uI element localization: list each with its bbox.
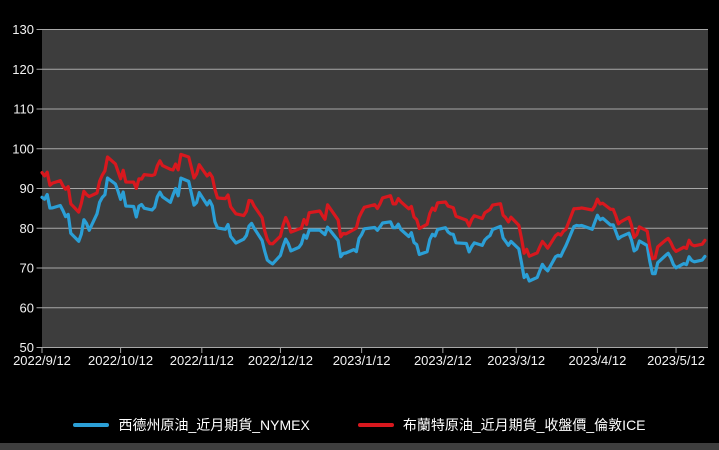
- y-axis-label: 120: [12, 62, 34, 77]
- y-axis-label: 70: [20, 261, 34, 276]
- x-axis-label: 2023/4/12: [569, 353, 627, 368]
- legend-label-brent: 布蘭特原油_近月期貨_收盤價_倫敦ICE: [402, 417, 646, 433]
- y-axis-label: 90: [20, 181, 34, 196]
- y-axis-label: 100: [12, 141, 34, 156]
- y-axis-label: 130: [12, 22, 34, 37]
- x-axis-label: 2022/10/12: [88, 353, 153, 368]
- x-axis-label: 2022/12/12: [248, 353, 313, 368]
- y-axis-label: 60: [20, 300, 34, 315]
- brent-line-swatch: [357, 423, 394, 427]
- x-axis-label: 2023/3/12: [487, 353, 545, 368]
- wti-price-line: [40, 176, 707, 283]
- bottom-bar: [0, 443, 719, 450]
- x-axis-label: 2023/1/12: [333, 353, 391, 368]
- x-axis-label: 2023/2/12: [414, 353, 472, 368]
- brent-price-line: [40, 152, 707, 261]
- legend-item-wti: 西德州原油_近月期貨_NYMEX: [73, 415, 310, 435]
- y-axis-label: 110: [13, 102, 34, 117]
- x-axis-label: 2022/9/12: [13, 353, 71, 368]
- x-axis-label: 2023/5/12: [647, 353, 705, 368]
- y-axis-label: 80: [20, 221, 34, 236]
- x-axis-label: 2022/11/12: [170, 353, 234, 368]
- y-axis-label: 50: [20, 340, 34, 355]
- wti-line-swatch: [73, 423, 110, 427]
- legend-item-brent: 布蘭特原油_近月期貨_收盤價_倫敦ICE: [357, 415, 646, 435]
- legend: 西德州原油_近月期貨_NYMEX 布蘭特原油_近月期貨_收盤價_倫敦ICE: [0, 415, 719, 435]
- legend-label-wti: 西德州原油_近月期貨_NYMEX: [118, 417, 310, 433]
